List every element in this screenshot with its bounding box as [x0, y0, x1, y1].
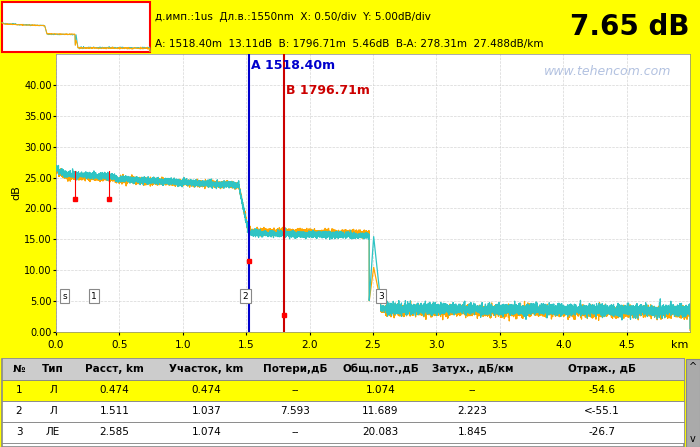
- Text: 2: 2: [243, 292, 248, 301]
- Text: 0.0: 0.0: [48, 340, 64, 350]
- Text: 4.0: 4.0: [555, 340, 571, 350]
- Text: Расст, km: Расст, km: [85, 364, 144, 374]
- Text: 1.0: 1.0: [174, 340, 191, 350]
- Text: 1: 1: [91, 292, 97, 301]
- Text: 0.474: 0.474: [192, 385, 221, 395]
- Text: 1.5: 1.5: [238, 340, 255, 350]
- Text: 3.0: 3.0: [428, 340, 444, 350]
- Text: Отраж., дБ: Отраж., дБ: [568, 364, 636, 374]
- Text: s: s: [62, 292, 67, 301]
- Text: --: --: [291, 385, 299, 395]
- Text: Потери,дБ: Потери,дБ: [263, 364, 328, 374]
- Text: B 1796.71m: B 1796.71m: [286, 84, 370, 97]
- Text: Участок, km: Участок, km: [169, 364, 244, 374]
- Text: <-55.1: <-55.1: [584, 406, 620, 416]
- Bar: [2, 380, 684, 401]
- Text: 3: 3: [379, 292, 384, 301]
- Text: 0.474: 0.474: [99, 385, 130, 395]
- Text: Общ.пот.,дБ: Общ.пот.,дБ: [342, 364, 419, 374]
- Text: 3.5: 3.5: [491, 340, 508, 350]
- Text: 1.074: 1.074: [365, 385, 396, 395]
- Text: Л: Л: [49, 406, 57, 416]
- Text: --: --: [291, 427, 299, 437]
- Text: Затух., дБ/км: Затух., дБ/км: [432, 364, 513, 374]
- Text: 2.0: 2.0: [302, 340, 318, 350]
- Text: д.имп.:1us  Дл.в.:1550nm  X: 0.50/div  Y: 5.00dB/div: д.имп.:1us Дл.в.:1550nm X: 0.50/div Y: 5…: [155, 12, 431, 22]
- Text: 3: 3: [15, 427, 22, 437]
- Bar: [2, 422, 684, 443]
- Text: -54.6: -54.6: [589, 385, 616, 395]
- Bar: [2, 358, 684, 380]
- Text: Тип: Тип: [42, 364, 64, 374]
- Bar: [686, 359, 700, 447]
- Text: ЛЕ: ЛЕ: [46, 427, 60, 437]
- Text: 7.65 dB: 7.65 dB: [570, 13, 690, 41]
- Text: Л: Л: [49, 385, 57, 395]
- Text: 2: 2: [15, 406, 22, 416]
- Text: -26.7: -26.7: [589, 427, 616, 437]
- Text: №: №: [13, 364, 25, 374]
- Text: 1.511: 1.511: [99, 406, 130, 416]
- Text: 1.037: 1.037: [192, 406, 221, 416]
- Text: www.tehencom.com: www.tehencom.com: [544, 65, 671, 78]
- Text: 20.083: 20.083: [363, 427, 398, 437]
- Text: km: km: [671, 340, 688, 350]
- Text: 2.223: 2.223: [458, 406, 487, 416]
- Text: A 1518.40m: A 1518.40m: [251, 59, 335, 72]
- Text: 1: 1: [15, 385, 22, 395]
- Text: A: 1518.40m  13.11dB  B: 1796.71m  5.46dB  B-A: 278.31m  27.488dB/km: A: 1518.40m 13.11dB B: 1796.71m 5.46dB B…: [155, 39, 543, 49]
- Text: 7.593: 7.593: [280, 406, 310, 416]
- Bar: [2, 2, 150, 52]
- Text: 2.5: 2.5: [365, 340, 382, 350]
- Text: 11.689: 11.689: [363, 406, 399, 416]
- Text: --: --: [469, 385, 476, 395]
- Y-axis label: dB: dB: [11, 186, 21, 200]
- Text: ^: ^: [689, 362, 697, 372]
- Text: v: v: [690, 434, 696, 443]
- Text: 0.5: 0.5: [111, 340, 127, 350]
- Text: 2.585: 2.585: [99, 427, 130, 437]
- Text: 4.5: 4.5: [618, 340, 635, 350]
- Text: 1.074: 1.074: [192, 427, 221, 437]
- Text: 1.845: 1.845: [458, 427, 487, 437]
- Bar: [2, 401, 684, 422]
